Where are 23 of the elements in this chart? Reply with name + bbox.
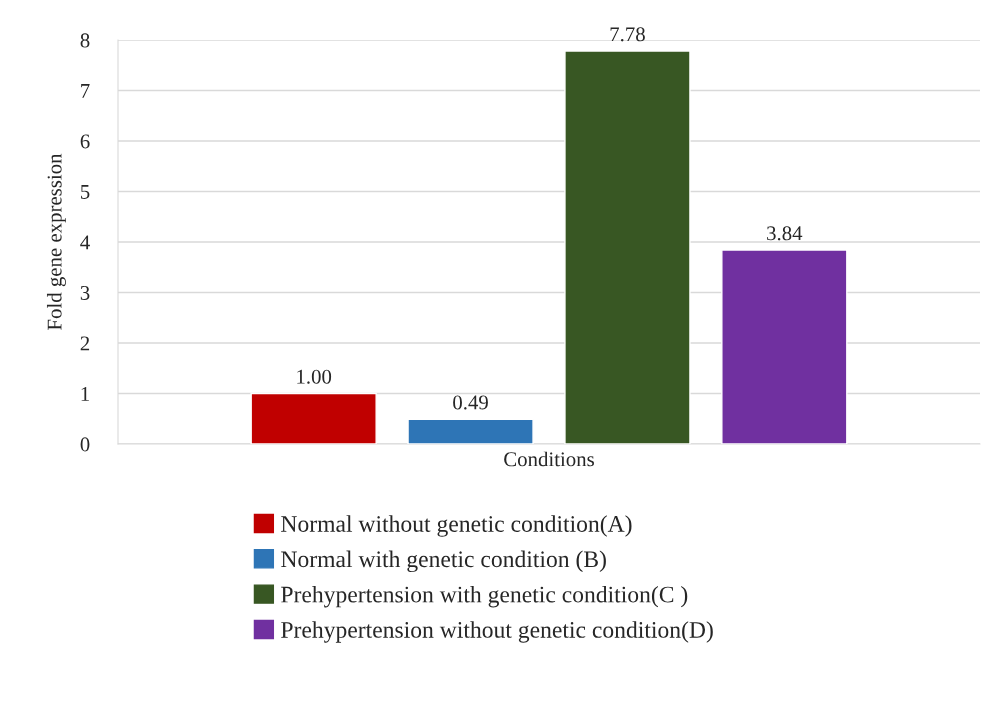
bar (250, 392, 377, 444)
bar (407, 418, 534, 444)
y-tick-label: 6 (80, 134, 90, 149)
bar (564, 50, 691, 444)
data-label: 3.84 (767, 226, 803, 241)
y-tick-label: 2 (80, 336, 90, 351)
x-axis-title: Conditions (504, 451, 594, 467)
y-tick-label: 4 (80, 235, 90, 250)
legend-label: Prehypertension without genetic condition(D) (281, 621, 713, 643)
y-tick-label: 1 (81, 386, 89, 401)
y-tick-label: 0 (80, 437, 90, 452)
data-label: 7.78 (610, 27, 645, 42)
data-label: 1.00 (297, 369, 332, 384)
legend-label: Prehypertension with genetic condition(C ) (281, 585, 688, 608)
data-label: 0.49 (453, 395, 488, 410)
legend-label: Normal with genetic condition (B) (281, 550, 606, 573)
y-axis-title: Fold gene expression (46, 153, 66, 330)
y-tick-label: 5 (81, 185, 90, 199)
bar (721, 249, 848, 444)
y-tick-label: 8 (80, 33, 90, 48)
legend-label: Normal without genetic condition(A) (281, 515, 632, 537)
y-tick-label: 7 (81, 84, 90, 98)
y-tick-label: 3 (80, 285, 90, 300)
